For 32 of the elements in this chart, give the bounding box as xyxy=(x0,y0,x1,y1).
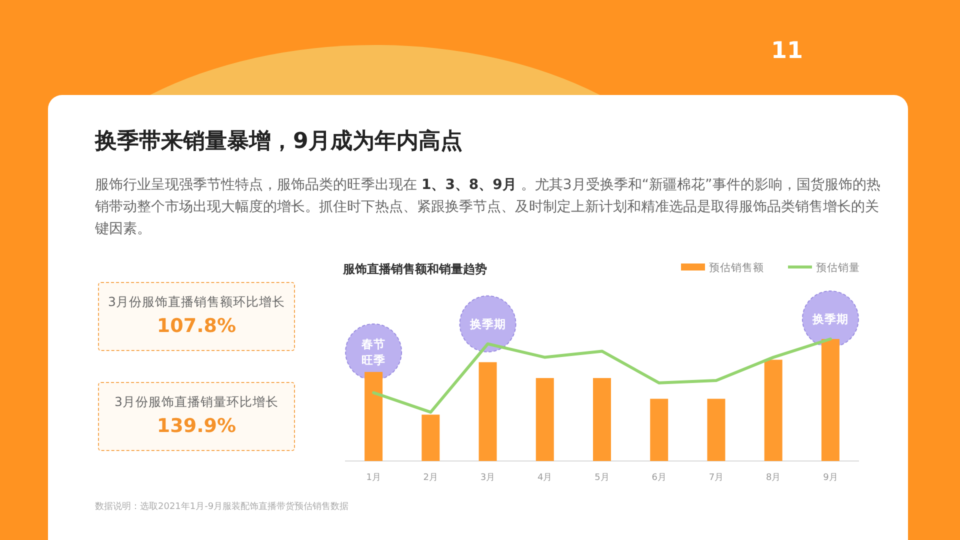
text: 服饰行业呈现强季节性特点，服饰品类的旺季出现在 1、3、8、9月 。尤其3月受换季和“新疆棉花”事件的影响，国货服饰的热销带动整个市场出现大幅度的增长。抓住时下热点、紧跟换季节点、及时制定上新计划和精准选品是取得服饰品类销售增长的关键因素。 xyxy=(95,176,882,239)
text: 139.9% xyxy=(156,414,238,438)
bar xyxy=(536,378,554,461)
annotation: 换季期 xyxy=(811,312,848,326)
annotation: 换季期 xyxy=(468,316,506,331)
x-tick-label: 3月 xyxy=(480,473,496,483)
bar xyxy=(764,360,782,461)
x-tick-label: 4月 xyxy=(538,473,552,483)
bar xyxy=(478,362,497,461)
text: 换季带来销量暴增，9月成为年内高点 xyxy=(95,128,462,156)
x-tick-label: 5月 xyxy=(594,473,610,483)
text: 数据说明：选取2021年1月-9月服装配饰直播带货预估销售数据 xyxy=(95,501,349,512)
text: 3月份服饰直播销量环比增长 xyxy=(114,394,280,410)
legend-label: 预估销售额 xyxy=(709,261,764,274)
x-tick-label: 7月 xyxy=(708,473,724,483)
bar xyxy=(650,398,668,461)
x-tick-label: 2月 xyxy=(423,473,438,483)
bar xyxy=(364,372,383,461)
bar xyxy=(593,378,611,461)
text: 11 xyxy=(771,38,804,64)
x-tick-label: 6月 xyxy=(652,473,666,483)
annotation: 春节旺季 xyxy=(360,336,386,367)
bar xyxy=(422,414,440,461)
chart-title: 服饰直播销售额和销量趋势 xyxy=(342,262,487,276)
legend-label: 预估销量 xyxy=(816,262,860,274)
x-tick-label: 8月 xyxy=(766,473,781,483)
text: 107.8% xyxy=(156,314,238,338)
text: 3月份服饰直播销售额环比增长 xyxy=(107,294,286,310)
bar xyxy=(707,398,726,461)
x-tick-label: 1月 xyxy=(366,473,381,483)
x-tick-label: 9月 xyxy=(823,473,838,483)
bar xyxy=(821,339,840,461)
